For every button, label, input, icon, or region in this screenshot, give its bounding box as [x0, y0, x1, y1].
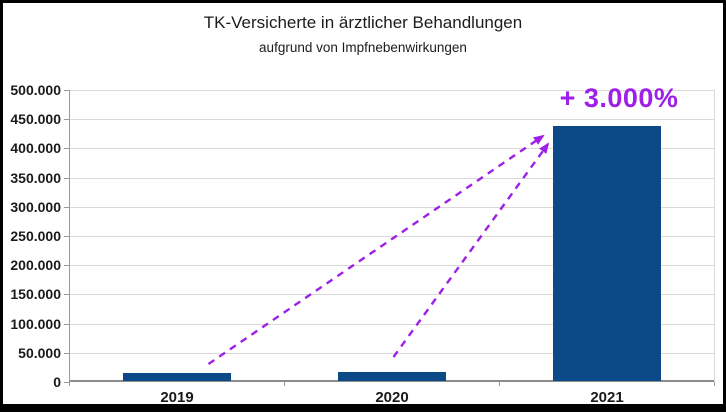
y-axis-line	[69, 90, 70, 382]
y-axis-tick	[64, 236, 69, 237]
y-axis-tick	[64, 178, 69, 179]
y-axis-label: 400.000	[10, 140, 61, 156]
percent-annotation: + 3.000%	[559, 83, 679, 113]
x-axis-label-2021: 2021	[590, 389, 624, 406]
y-axis-label: 250.000	[10, 228, 61, 244]
y-axis-label: 500.000	[10, 82, 61, 98]
bar-2019	[123, 373, 231, 381]
y-axis-label: 300.000	[10, 199, 61, 215]
y-axis-label: 0	[53, 374, 61, 390]
y-axis-label: 450.000	[10, 111, 61, 127]
y-axis-tick	[64, 294, 69, 295]
bar-2020	[338, 372, 446, 381]
gridline	[69, 90, 714, 91]
y-axis-tick	[64, 119, 69, 120]
y-axis-label: 200.000	[10, 257, 61, 273]
plot-area: 500.000 450.000 400.000 350.000 300.000 250.0…	[10, 82, 715, 404]
x-axis-tick	[714, 382, 715, 386]
chart-subtitle: aufgrund von Impfnebenwirkungen	[259, 40, 467, 55]
y-axis-label: 150.000	[10, 286, 61, 302]
y-axis-label: 350.000	[10, 170, 61, 186]
chart-title: TK-Versicherte in ärztlicher Behandlunge…	[203, 13, 523, 32]
y-axis-tick	[64, 324, 69, 325]
y-axis-tick	[64, 207, 69, 208]
x-axis-label-2020: 2020	[375, 389, 409, 406]
y-axis-tick	[64, 90, 69, 91]
y-axis-tick	[64, 353, 69, 354]
y-axis-tick	[64, 382, 69, 383]
y-axis-tick	[64, 148, 69, 149]
x-axis-label-2019: 2019	[160, 389, 194, 406]
y-axis-label: 100.000	[10, 316, 61, 332]
bar-2021	[553, 126, 661, 381]
x-axis-line	[69, 380, 714, 382]
x-axis-tick	[499, 382, 500, 386]
x-axis-tick	[69, 382, 70, 386]
y-axis-label: 50.000	[18, 345, 61, 361]
x-axis-tick	[284, 382, 285, 386]
gridline	[69, 119, 714, 120]
plot-right-border	[714, 90, 715, 382]
y-axis-tick	[64, 265, 69, 266]
